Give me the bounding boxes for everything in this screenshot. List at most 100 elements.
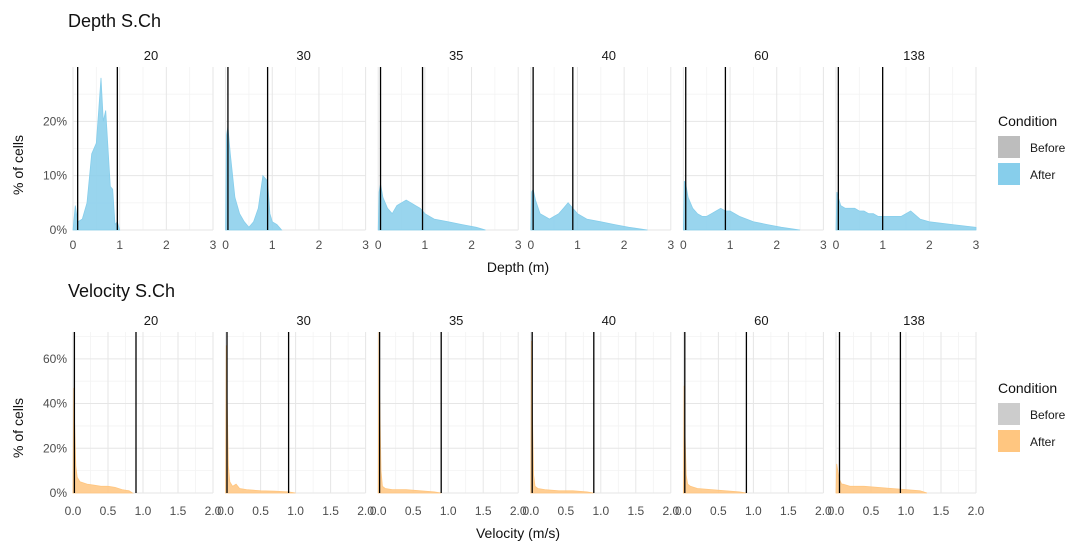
depth-x-tick-label: 2	[926, 238, 933, 252]
velocity-legend-before-key	[998, 403, 1020, 425]
velocity-x-tick-label: 1.0	[745, 504, 762, 518]
depth-x-tick-label: 0	[527, 238, 534, 252]
depth-x-axis-label: Depth (m)	[487, 259, 549, 275]
velocity-area-after-60	[682, 385, 747, 494]
depth-x-tick-label: 3	[820, 238, 827, 252]
depth-x-tick-label: 1	[116, 238, 123, 252]
depth-x-tick-label: 2	[773, 238, 780, 252]
depth-x-tick-label: 1	[727, 238, 734, 252]
depth-x-tick-label: 3	[362, 238, 369, 252]
velocity-chart-title: Velocity S.Ch	[68, 281, 175, 301]
velocity-x-tick-label: 0.0	[65, 504, 82, 518]
depth-facet-label: 40	[602, 48, 616, 63]
depth-x-tick-label: 2	[621, 238, 628, 252]
velocity-x-tick-label: 0.5	[252, 504, 269, 518]
depth-facet-label: 20	[144, 48, 158, 63]
depth-panel-30: 30 0 1 2 3	[222, 48, 369, 252]
depth-y-tick-label: 10%	[43, 169, 67, 183]
velocity-legend-after-key	[998, 430, 1020, 452]
velocity-y-axis-label: % of cells	[10, 398, 26, 458]
depth-facet-label: 30	[296, 48, 310, 63]
velocity-x-tick-label: 0.5	[405, 504, 422, 518]
depth-area-after-60	[682, 180, 801, 231]
depth-legend-before-key	[998, 136, 1020, 158]
velocity-legend-title: Condition	[998, 380, 1057, 396]
depth-x-tick-label: 3	[210, 238, 217, 252]
depth-panel-40: 40 0 1 2 3	[527, 48, 674, 252]
velocity-area-after-40	[530, 340, 594, 494]
depth-legend-title: Condition	[998, 113, 1057, 129]
velocity-legend-after-label: After	[1030, 435, 1055, 449]
depth-x-tick-label: 0	[222, 238, 229, 252]
depth-area-after-40	[530, 188, 648, 231]
depth-x-tick-label: 2	[163, 238, 170, 252]
velocity-x-tick-label: 1.5	[322, 504, 339, 518]
velocity-area-after-35	[377, 331, 442, 494]
depth-x-tick-label: 0	[833, 238, 840, 252]
velocity-x-tick-label: 2.0	[662, 504, 679, 518]
depth-legend-after-label: After	[1030, 168, 1055, 182]
depth-x-tick-label: 2	[468, 238, 475, 252]
velocity-facet-label: 40	[602, 313, 616, 328]
velocity-x-tick-label: 1.5	[475, 504, 492, 518]
velocity-facet-label: 30	[296, 313, 310, 328]
depth-facet-label: 35	[449, 48, 463, 63]
depth-chart-title: Depth S.Ch	[68, 11, 161, 31]
velocity-y-tick-label: 0%	[50, 486, 68, 500]
depth-area-after-30	[225, 126, 283, 231]
velocity-area-after-138	[835, 463, 928, 494]
velocity-x-tick-label: 1.5	[170, 504, 187, 518]
depth-x-tick-label: 3	[515, 238, 522, 252]
velocity-y-tick-label: 40%	[43, 397, 67, 411]
depth-x-tick-label: 2	[316, 238, 323, 252]
depth-x-tick-label: 3	[973, 238, 980, 252]
depth-facet-label: 60	[754, 48, 768, 63]
depth-panel-20: 20 0 1 2 3 0% 10% 20%	[43, 48, 217, 252]
velocity-facet-label: 60	[754, 313, 768, 328]
velocity-facet-label: 138	[903, 313, 925, 328]
velocity-x-tick-label: 0.5	[100, 504, 117, 518]
depth-x-tick-label: 0	[70, 238, 77, 252]
depth-panel-35: 35 0 1 2 3	[375, 48, 522, 252]
depth-x-tick-label: 0	[680, 238, 687, 252]
depth-x-tick-label: 1	[422, 238, 429, 252]
depth-facet-label: 138	[903, 48, 925, 63]
depth-area-after-138	[835, 191, 977, 231]
depth-panel-60: 60 0 1 2 3	[680, 48, 827, 252]
depth-area-after-20	[72, 77, 121, 231]
velocity-x-tick-label: 0.5	[710, 504, 727, 518]
velocity-x-axis-label: Velocity (m/s)	[476, 525, 560, 541]
velocity-x-tick-label: 1.0	[592, 504, 609, 518]
depth-panel-138: 138 0 1 2 3	[833, 48, 980, 252]
depth-area-after-35	[377, 183, 486, 231]
velocity-x-tick-label: 0.5	[557, 504, 574, 518]
velocity-x-tick-label: 2.0	[510, 504, 527, 518]
velocity-y-tick-label: 20%	[43, 441, 67, 455]
velocity-legend-before-label: Before	[1030, 408, 1066, 422]
depth-legend-before-label: Before	[1030, 141, 1066, 155]
depth-y-tick-label: 0%	[50, 223, 68, 237]
velocity-panel-20: 20 0.0 0.5 1.0 1.5 2.0 0% 20% 40% 60%	[43, 313, 222, 518]
velocity-x-tick-label: 1.0	[898, 504, 915, 518]
velocity-panel-60: 60 0.0 0.5 1.0 1.5 2.0	[675, 313, 832, 518]
velocity-panel-35: 35 0.0 0.5 1.0 1.5 2.0	[370, 313, 527, 518]
velocity-panel-30: 30 0.0 0.5 1.0 1.5 2.0	[217, 313, 374, 518]
velocity-x-tick-label: 1.0	[135, 504, 152, 518]
velocity-panel-138: 138 0.0 0.5 1.0 1.5 2.0	[828, 313, 985, 518]
velocity-x-tick-label: 0.0	[522, 504, 539, 518]
velocity-x-tick-label: 0.5	[863, 504, 880, 518]
velocity-x-tick-label: 1.0	[440, 504, 457, 518]
velocity-facet-label: 20	[144, 313, 158, 328]
depth-y-tick-label: 20%	[43, 114, 67, 128]
velocity-x-tick-label: 1.5	[933, 504, 950, 518]
depth-y-axis-label: % of cells	[10, 135, 26, 195]
depth-x-tick-label: 1	[574, 238, 581, 252]
velocity-facet-label: 35	[449, 313, 463, 328]
velocity-x-tick-label: 2.0	[357, 504, 374, 518]
velocity-panels: 200.0 0.5 1.0 1.5 2.00%20%40%60%300.0 0.5 1.0 1…	[43, 313, 985, 518]
velocity-legend: Condition Before After	[998, 380, 1066, 452]
velocity-x-tick-label: 0.0	[217, 504, 234, 518]
velocity-x-tick-label: 0.0	[828, 504, 845, 518]
